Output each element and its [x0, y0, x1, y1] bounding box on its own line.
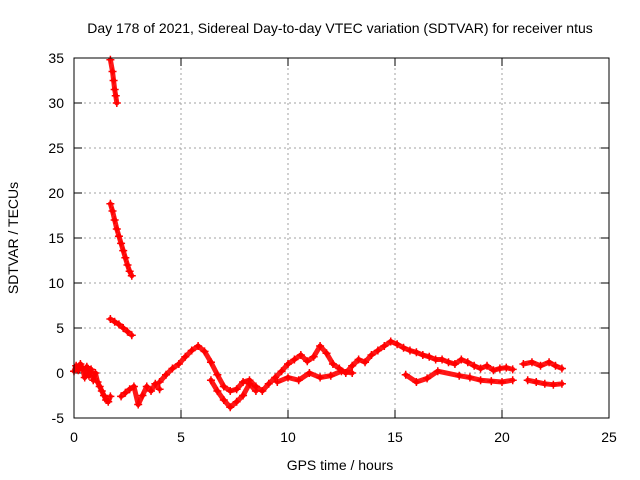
series-arc-c: [106, 315, 136, 340]
data-point: [251, 387, 260, 395]
data-point: [557, 379, 566, 388]
data-point: [348, 369, 357, 377]
data-point: [112, 99, 121, 107]
series-dip-mid: [206, 376, 260, 412]
x-tick-label: 5: [177, 429, 185, 445]
y-tick-label: 10: [48, 275, 64, 291]
data-point: [106, 392, 115, 401]
x-tick-label: 25: [601, 429, 617, 445]
y-tick-label: 15: [48, 230, 64, 246]
y-tick-label: 25: [48, 140, 64, 156]
grid: [74, 58, 609, 418]
series-late-lower: [401, 367, 517, 386]
series-early-cluster: [70, 360, 115, 406]
y-axis-label: SDTVAR / TECUs: [5, 182, 21, 294]
x-tick-label: 0: [70, 429, 78, 445]
data-point-band: [246, 381, 259, 394]
series-lower-band: [273, 367, 357, 386]
data-point: [127, 271, 136, 280]
x-axis-label: GPS time / hours: [287, 457, 394, 473]
y-tick-label: 30: [48, 95, 64, 111]
plot-frame: [73, 57, 610, 419]
y-tick-label: 35: [48, 50, 64, 66]
series-end-lower: [523, 376, 566, 389]
data-point: [127, 331, 136, 340]
data-point: [557, 364, 566, 373]
series-dip-left: [117, 379, 164, 409]
x-tick-label: 10: [280, 429, 296, 445]
y-tick-label: 0: [56, 365, 64, 381]
series-main-track: [155, 337, 517, 395]
y-tick-label: -5: [52, 410, 65, 426]
x-tick-label: 15: [387, 429, 403, 445]
data-points: [70, 55, 566, 412]
chart-title: Day 178 of 2021, Sidereal Day-to-day VTE…: [87, 20, 593, 36]
series-arc-a: [106, 199, 136, 280]
data-point: [508, 376, 517, 385]
y-tick-label: 5: [56, 320, 64, 336]
x-tick-label: 20: [494, 429, 510, 445]
data-point: [508, 365, 517, 374]
y-tick-label: 20: [48, 185, 64, 201]
data-point: [155, 385, 164, 394]
series-end-segment: [519, 358, 566, 373]
series-arc-b: [106, 55, 121, 107]
